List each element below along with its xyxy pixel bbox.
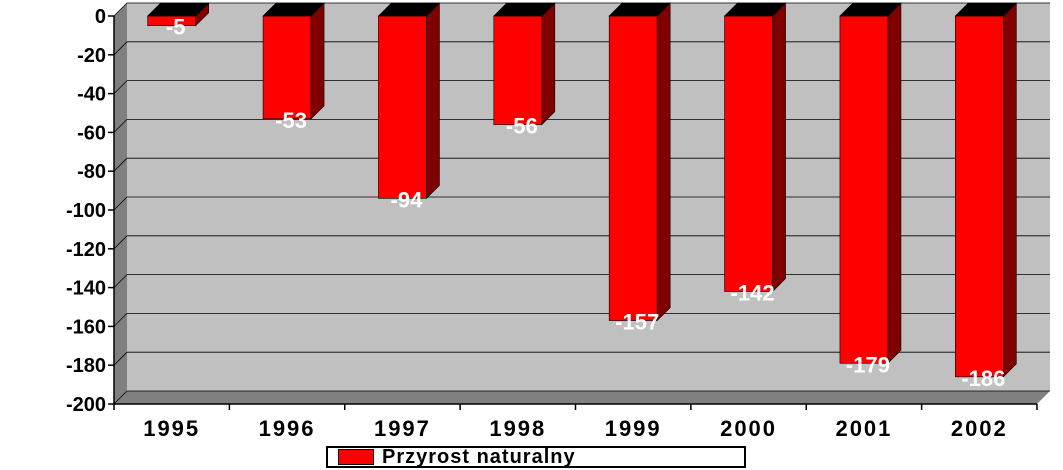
gridline-diagonal	[113, 274, 128, 288]
gridline-diagonal	[113, 157, 128, 172]
legend-swatch	[338, 449, 374, 465]
x-tick-label: 1998	[489, 416, 546, 441]
bar-top	[608, 2, 671, 17]
plot-area	[113, 3, 1050, 405]
bar-top	[262, 2, 325, 17]
bar-top	[377, 2, 441, 17]
y-tick-label: -80	[77, 161, 106, 183]
bar-chart: 0 -20 -40 -60 -80 -100 -120 -140 -160 -180 -200 -5…	[66, 2, 1050, 441]
bar-side	[310, 2, 325, 120]
y-tick-label: -100	[66, 200, 106, 222]
gridline-diagonal	[113, 119, 128, 133]
gridline-diagonal	[113, 235, 128, 250]
data-label: -5	[166, 15, 186, 40]
data-label: -186	[961, 366, 1005, 391]
bar	[724, 15, 773, 292]
x-tick-label: 1996	[259, 416, 316, 441]
data-labels: -5 -53 -94 -56 -157 -142 -179 -186	[166, 15, 1005, 391]
y-tick-label: -120	[66, 239, 106, 261]
bar-side	[887, 2, 902, 364]
bar	[608, 15, 658, 321]
bar-side	[656, 2, 671, 322]
x-tick-label: 1997	[374, 416, 431, 441]
x-tick-label: 1999	[605, 416, 662, 441]
bar-side	[1003, 2, 1017, 378]
y-tick-label: -60	[77, 122, 106, 144]
bar-top	[839, 2, 902, 17]
y-tick-label: -40	[77, 84, 106, 106]
y-tick-label: -180	[66, 355, 106, 377]
gridline-diagonal	[113, 2, 128, 17]
bars	[146, 2, 1018, 378]
bar-side	[541, 2, 556, 126]
data-label: -94	[391, 187, 424, 212]
gridline-diagonal	[113, 196, 128, 211]
y-tick-label: -20	[77, 45, 106, 67]
data-label: -142	[731, 280, 775, 305]
x-tick-label: 1995	[143, 416, 200, 441]
bar-top	[493, 2, 556, 17]
y-tick-label: -140	[66, 278, 106, 300]
bar	[839, 15, 889, 364]
legend-label: Przyrost naturalny	[382, 446, 576, 468]
data-label: -56	[506, 114, 538, 139]
legend: Przyrost naturalny	[326, 446, 746, 468]
data-label: -53	[275, 108, 307, 133]
y-tick-label: -160	[66, 316, 106, 338]
y-tick-label: -200	[66, 394, 106, 416]
bar-side	[772, 2, 786, 293]
data-label: -179	[846, 352, 890, 377]
data-label: -157	[615, 310, 659, 335]
x-axis-ticks: 1995 1996 1997 1998 1999 2000 2001 2002	[113, 404, 1038, 441]
x-tick-label: 2000	[720, 416, 777, 441]
bar-side	[426, 2, 440, 200]
gridline-diagonal	[113, 351, 128, 366]
y-axis-ticks: 0 -20 -40 -60 -80 -100 -120 -140 -160 -180 -200	[66, 6, 114, 416]
gridline-diagonal	[113, 41, 128, 56]
bar-top	[146, 2, 210, 17]
bar	[262, 15, 312, 120]
bar-top	[954, 2, 1018, 17]
plot-floor	[114, 391, 1050, 404]
x-tick-label: 2001	[835, 416, 892, 441]
gridline-diagonal	[113, 313, 128, 327]
x-tick-label: 2002	[951, 416, 1008, 441]
bar	[493, 15, 543, 125]
bar	[955, 15, 1004, 378]
bar	[378, 15, 427, 199]
gridline-diagonal	[113, 80, 128, 94]
gridline-diagonal	[113, 390, 128, 405]
y-tick-label: 0	[95, 6, 106, 28]
bar-top	[723, 2, 787, 17]
